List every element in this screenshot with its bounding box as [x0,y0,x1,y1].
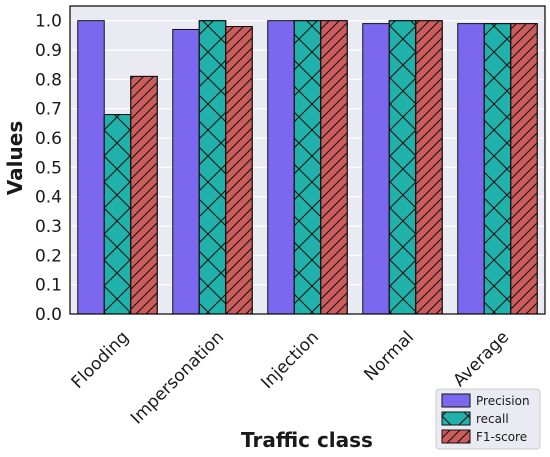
x-tick-label: Injection [257,327,323,393]
y-tick-label: 0.8 [35,70,62,90]
plot-frame [69,5,546,315]
bar-hatch [103,114,132,315]
bar-hatch [225,26,253,315]
y-tick-label: 0.5 [35,158,62,178]
bar-hatch [293,20,322,315]
bar [362,23,390,315]
legend-swatch-hatch [441,429,471,444]
legend-swatch-hatch [441,411,471,426]
y-tick-label: 0.2 [35,246,62,266]
legend-label: recall [476,412,509,426]
bar [77,20,105,315]
x-tick-label: Average [450,327,514,391]
y-tick-label: 0.7 [35,100,62,120]
bar-hatch [130,75,158,315]
legend-label: F1-score [476,430,527,444]
x-tick-label: Impersonation [127,327,228,428]
bar [267,20,295,315]
bar-hatch [320,20,348,315]
bar-hatch [483,23,512,315]
bars [69,5,546,315]
y-tick-labels: 0.0 0.1 0.2 0.3 0.4 0.5 0.6 0.7 0.8 0.9 1.0 [35,12,62,325]
bar-hatch [415,20,443,315]
x-tick-label: Normal [360,327,418,385]
y-tick-label: 1.0 [35,12,62,32]
legend-label: Precision [476,394,530,408]
y-tick-label: 0.1 [35,276,62,296]
legend-swatch [441,393,471,408]
bar [172,28,200,315]
y-tick-label: 0.6 [35,129,62,149]
y-tick-label: 0.3 [35,217,62,237]
y-tick-label: 0.0 [35,305,62,325]
bar-hatch [388,20,417,315]
y-tick-label: 0.4 [35,188,62,208]
y-tick-label: 0.9 [35,41,62,61]
legend: Precision recall F1-score [435,388,541,450]
bar-hatch [198,20,227,315]
y-axis-title: Values [3,121,27,195]
bar [457,23,485,315]
bar-hatch [510,23,538,315]
x-tick-label: Flooding [68,327,133,392]
x-axis-title: Traffic class [241,428,373,452]
